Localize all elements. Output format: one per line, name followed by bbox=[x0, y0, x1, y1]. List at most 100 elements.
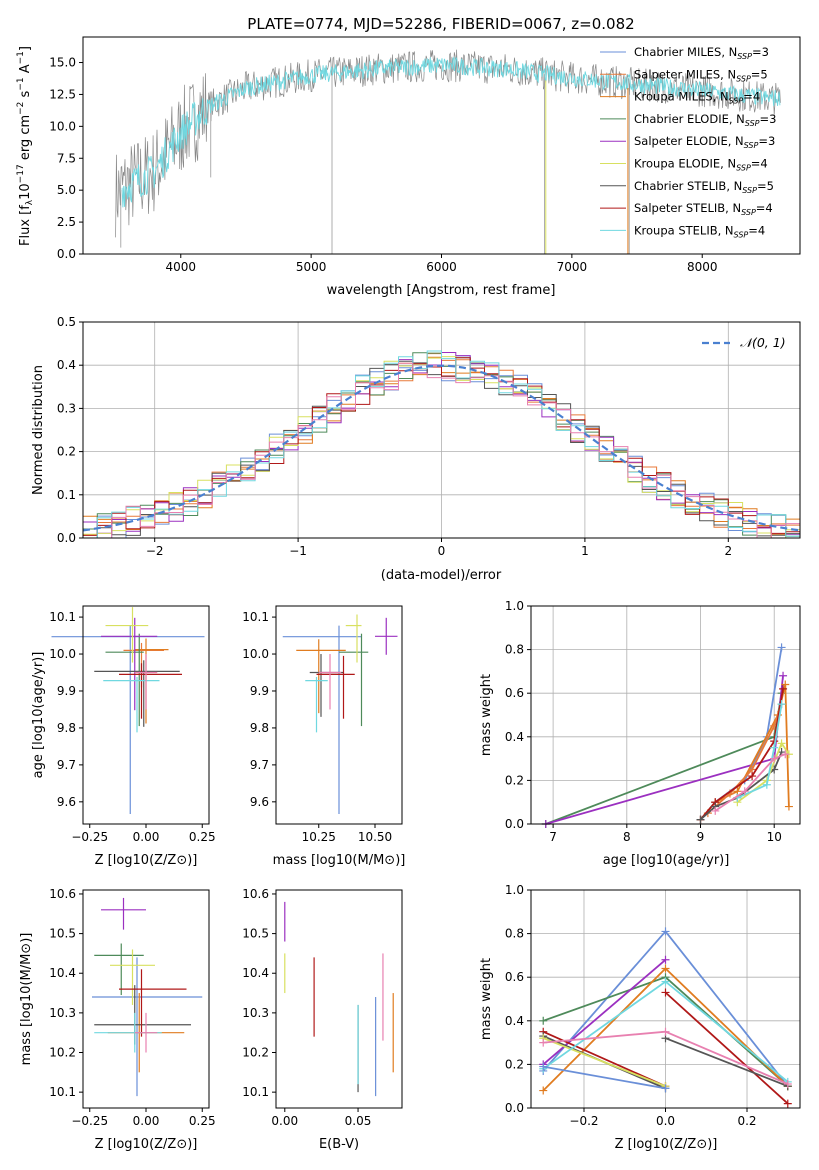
y-tick-label: 0.3 bbox=[57, 401, 76, 415]
weight-line bbox=[545, 693, 783, 825]
x-tick-label: 10.25 bbox=[302, 830, 336, 844]
y-tick-label: 0.8 bbox=[505, 643, 524, 657]
weight-marker bbox=[539, 1086, 548, 1095]
weight-marker bbox=[740, 787, 749, 796]
y-tick-label: 9.8 bbox=[250, 721, 269, 735]
y-tick-label: 2.5 bbox=[57, 215, 76, 229]
x-tick-label: 9 bbox=[697, 830, 705, 844]
y-tick-label: 10.5 bbox=[49, 927, 76, 941]
spectrum-traces bbox=[115, 49, 781, 254]
legend-entry: Salpeter ELODIE, NSSP=3 bbox=[634, 134, 775, 150]
y-tick-label: 5.0 bbox=[57, 183, 76, 197]
x-tick-label: 5000 bbox=[296, 260, 327, 274]
y-tick-label: 0.2 bbox=[57, 445, 76, 459]
residual-legend: 𝒩(0, 1) bbox=[702, 335, 786, 350]
y-tick-label: 0.0 bbox=[505, 817, 524, 831]
error-point bbox=[110, 949, 155, 1005]
y-tick-label: 0.0 bbox=[505, 1101, 524, 1115]
age-vs-Z-ylabel: age [log10(age/yr)] bbox=[31, 652, 46, 779]
model-spectrum bbox=[121, 56, 781, 208]
weight-vs-Z-xlabel: Z [log10(Z/Z⊙)] bbox=[615, 1137, 718, 1152]
age-vs-Z-xlabel: Z [log10(Z/Z⊙)] bbox=[95, 853, 198, 868]
x-tick-label: −0.25 bbox=[71, 1114, 108, 1128]
y-tick-label: 10.0 bbox=[242, 647, 269, 661]
error-point bbox=[305, 676, 328, 733]
legend-entry: Salpeter STELIB, NSSP=4 bbox=[634, 201, 773, 217]
error-point bbox=[134, 1012, 158, 1053]
y-tick-label: 10.3 bbox=[242, 1006, 269, 1020]
axes-frame bbox=[530, 605, 801, 825]
spectrum-xlabel: wavelength [Angstrom, rest frame] bbox=[327, 283, 556, 298]
weight-marker bbox=[661, 1084, 670, 1093]
weight-marker bbox=[783, 1099, 792, 1108]
weight-vs-Z-ylabel: mass weight bbox=[479, 958, 494, 1040]
x-tick-label: 0.25 bbox=[189, 830, 216, 844]
weight-marker bbox=[539, 1062, 548, 1071]
x-tick-label: 10 bbox=[767, 830, 782, 844]
weight-line bbox=[545, 675, 784, 825]
mass-vs-Z-panel: −0.25 0.00 0.25 10.1 10.2 10.3 10.4 10.5 10.6 Z [… bbox=[19, 887, 216, 1152]
weight-marker bbox=[539, 1038, 548, 1047]
x-tick-label: 0.0 bbox=[656, 1114, 675, 1128]
weight-line bbox=[542, 1037, 666, 1088]
axes-frame bbox=[82, 36, 801, 255]
axes-frame bbox=[530, 889, 801, 1109]
error-point bbox=[94, 985, 191, 1045]
x-tick-label: 2 bbox=[724, 544, 732, 558]
weight-line bbox=[714, 753, 786, 812]
y-tick-label: 9.6 bbox=[57, 795, 76, 809]
y-tick-label: 10.4 bbox=[242, 966, 269, 980]
weight-marker bbox=[783, 1080, 792, 1089]
x-tick-label: 10.50 bbox=[358, 830, 392, 844]
x-tick-label: 8 bbox=[623, 830, 631, 844]
y-tick-label: 10.6 bbox=[242, 887, 269, 901]
y-tick-label: 0.5 bbox=[57, 315, 76, 329]
y-tick-label: 10.1 bbox=[242, 610, 269, 624]
mass-vs-Z-xlabel: Z [log10(Z/Z⊙)] bbox=[95, 1137, 198, 1152]
error-point bbox=[375, 617, 398, 655]
legend-entry: Chabrier STELIB, NSSP=5 bbox=[634, 179, 774, 195]
error-point bbox=[92, 957, 203, 1097]
weight-line bbox=[665, 1037, 789, 1088]
y-tick-label: 10.6 bbox=[49, 887, 76, 901]
legend-entry: Chabrier MILES, NSSP=3 bbox=[634, 45, 769, 61]
x-tick-label: 8000 bbox=[687, 260, 718, 274]
y-tick-label: 0.6 bbox=[505, 970, 524, 984]
error-point bbox=[316, 655, 355, 719]
gaussian-curve bbox=[82, 364, 801, 532]
axes-frame bbox=[82, 605, 210, 825]
weight-marker bbox=[539, 1016, 548, 1025]
error-point bbox=[296, 639, 346, 714]
x-tick-label: −1 bbox=[289, 544, 307, 558]
y-tick-label: 10.2 bbox=[242, 1046, 269, 1060]
error-point bbox=[134, 654, 158, 710]
spectrum-legend: Chabrier MILES, NSSP=3 Salpeter MILES, NS… bbox=[600, 45, 776, 239]
legend-entry: Salpeter MILES, NSSP=5 bbox=[634, 67, 768, 83]
y-tick-label: 10.4 bbox=[49, 966, 76, 980]
x-tick-label: 0.00 bbox=[133, 830, 160, 844]
spectrum-panel: Chabrier MILES, NSSP=3 Salpeter MILES, NS… bbox=[16, 36, 801, 298]
weight-line bbox=[737, 703, 783, 799]
y-tick-label: 9.6 bbox=[250, 795, 269, 809]
y-tick-label: 10.1 bbox=[49, 1085, 76, 1099]
y-tick-label: 10.1 bbox=[49, 610, 76, 624]
residual-xlabel: (data-model)/error bbox=[381, 568, 502, 583]
weight-line bbox=[542, 959, 667, 1066]
residual-histograms bbox=[82, 350, 801, 539]
residual-ylabel: Normed distribution bbox=[31, 365, 46, 495]
data-spectrum bbox=[115, 49, 781, 238]
weight-marker bbox=[661, 964, 670, 973]
weight-marker bbox=[777, 739, 786, 748]
error-point bbox=[105, 607, 149, 663]
y-tick-label: 1.0 bbox=[505, 599, 524, 613]
y-tick-label: 0.1 bbox=[57, 488, 76, 502]
y-tick-label: 0.0 bbox=[57, 247, 76, 261]
weight-marker bbox=[770, 743, 779, 752]
error-point bbox=[105, 633, 144, 727]
weight-line bbox=[664, 991, 789, 1105]
error-point bbox=[119, 969, 187, 1037]
y-tick-label: 1.0 bbox=[505, 883, 524, 897]
y-tick-label: 10.2 bbox=[49, 1046, 76, 1060]
y-tick-label: 10.1 bbox=[242, 1085, 269, 1099]
error-point bbox=[282, 625, 362, 815]
